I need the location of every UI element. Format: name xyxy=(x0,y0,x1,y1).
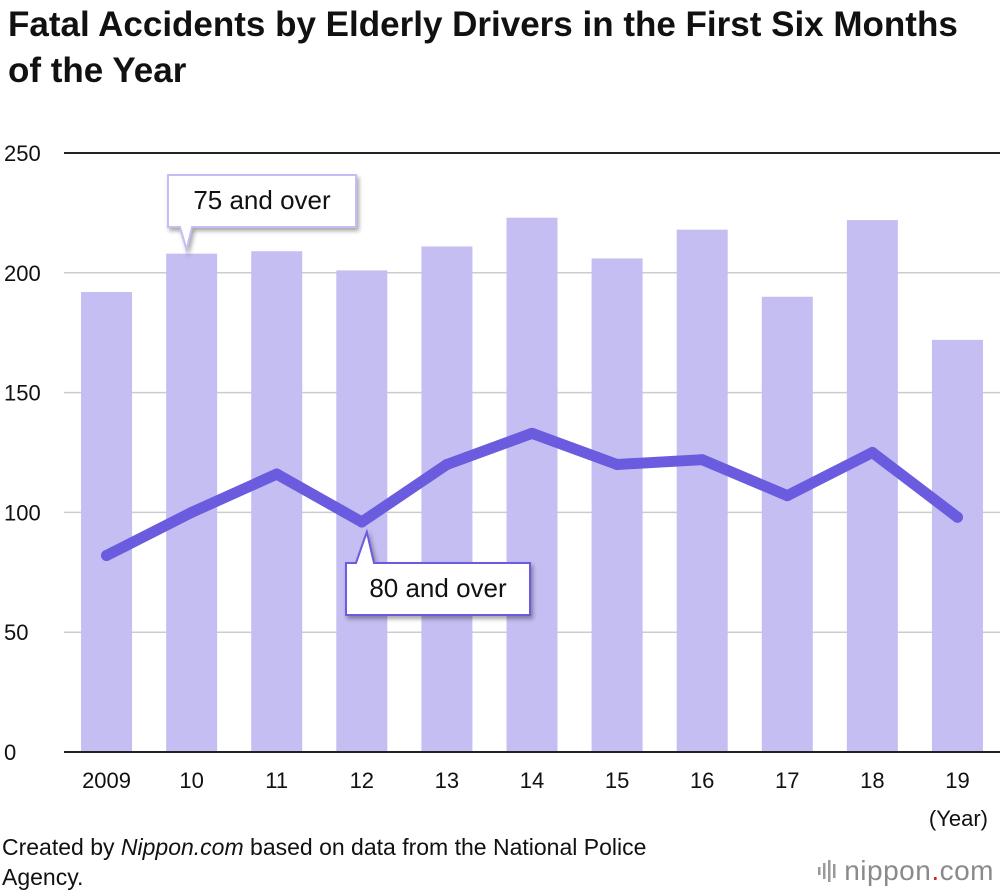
logo-tld: com xyxy=(939,855,994,886)
y-tick-label: 250 xyxy=(4,141,41,166)
line-point xyxy=(441,458,453,470)
bar xyxy=(761,296,813,752)
line-point xyxy=(866,447,878,458)
y-tick-label: 100 xyxy=(4,500,41,525)
bar xyxy=(846,220,898,752)
x-tick-label: 19 xyxy=(945,768,969,793)
y-tick-label: 0 xyxy=(4,740,16,765)
source-site: Nippon.com xyxy=(120,834,244,860)
logo-dot: . xyxy=(931,855,940,886)
x-tick-label: 10 xyxy=(179,768,203,793)
bar xyxy=(81,291,133,752)
logo-name: nippon xyxy=(844,855,932,886)
x-tick-label: 14 xyxy=(520,768,544,793)
x-tick-label: 11 xyxy=(265,768,288,793)
x-tick-label: 18 xyxy=(860,768,884,793)
line-point xyxy=(951,511,963,523)
bar xyxy=(676,229,728,752)
legend-callout-80-label: 80 and over xyxy=(369,573,507,603)
line-point xyxy=(356,516,368,528)
source-suffix: based on data from the National Police A… xyxy=(2,834,647,890)
x-tick-label: 17 xyxy=(775,768,799,793)
legend-callout-75-label: 75 and over xyxy=(193,185,331,215)
source-note: Created by Nippon.com based on data from… xyxy=(2,832,722,892)
y-tick-label: 150 xyxy=(4,381,41,406)
x-tick-label: 16 xyxy=(690,768,714,793)
x-axis-label: (Year) xyxy=(929,806,988,831)
legend-callout-75-box xyxy=(167,174,357,254)
bar xyxy=(591,258,643,752)
x-tick-label: 2009 xyxy=(82,768,131,793)
line-point xyxy=(101,550,113,562)
bar xyxy=(931,339,983,752)
y-tick-label: 50 xyxy=(4,620,28,645)
line-point xyxy=(271,468,283,480)
chart-title: Fatal Accidents by Elderly Drivers in th… xyxy=(8,5,958,90)
x-tick-label: 15 xyxy=(605,768,629,793)
y-tick-label: 200 xyxy=(4,261,41,286)
line-point xyxy=(526,427,538,439)
x-tick-label: 13 xyxy=(435,768,459,793)
line-point xyxy=(781,490,793,502)
source-prefix: Created by xyxy=(2,834,121,860)
bar xyxy=(506,217,558,752)
bar xyxy=(251,251,303,752)
x-tick-label: 12 xyxy=(350,768,374,793)
bar xyxy=(421,246,473,752)
line-point xyxy=(611,458,623,470)
line-point xyxy=(186,506,198,518)
bars-logo-icon xyxy=(818,860,836,882)
nippon-logo: nippon. com xyxy=(818,855,994,887)
line-point xyxy=(696,454,708,466)
legend-callout-80-box xyxy=(345,528,531,616)
